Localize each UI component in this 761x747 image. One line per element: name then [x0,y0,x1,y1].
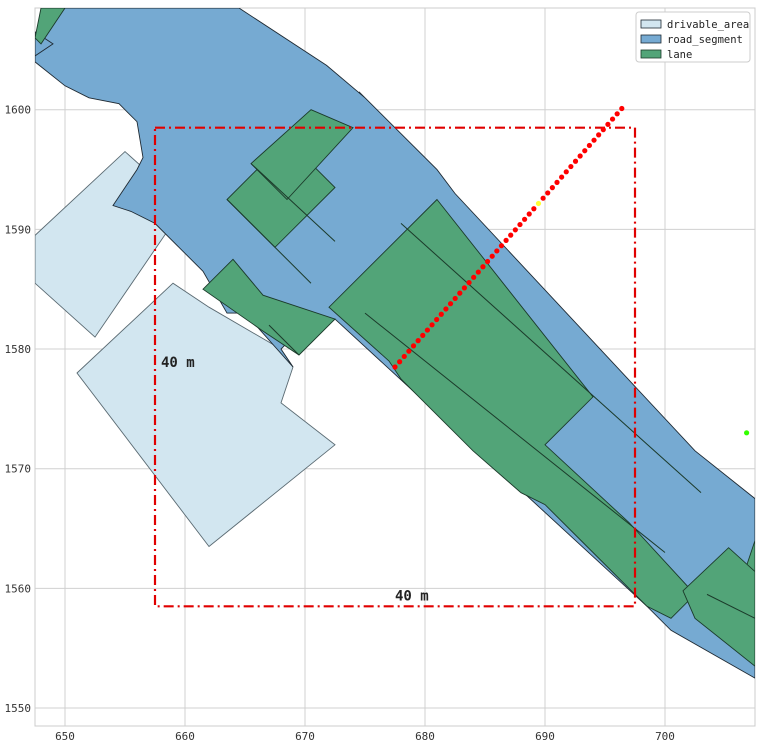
axis-ticks: 650 660 670 680 690 700 1550 1560 1570 1580 1590 16… [5,104,675,743]
trajectory-point [526,211,532,217]
trajectory-point [420,332,426,338]
trajectory-point [401,353,407,360]
trajectory-point [535,200,542,207]
legend-label: road_segment [667,34,743,46]
trajectory-point [614,111,620,117]
x-tick-label: 680 [415,730,435,743]
trajectory-point [545,190,551,196]
x-tick-label: 660 [175,730,195,743]
trajectory-point [563,169,569,175]
trajectory-point [522,216,528,222]
trajectory-point [429,322,435,328]
trajectory-point [406,348,412,354]
trajectory-point [438,311,444,317]
lane-polygon [250,109,354,201]
y-tick-label: 1580 [5,343,32,356]
lane-divider [268,324,300,356]
distance-box [153,126,637,608]
trajectory-point [443,306,449,312]
box-height-label: 40 m [161,355,195,371]
trajectory-point [591,137,597,143]
legend-box [635,11,751,63]
trajectory-point [572,158,579,164]
lane-divider [706,593,755,619]
trajectory-point [517,221,523,228]
lane-polygon [682,547,755,667]
trajectory-point [494,248,500,254]
trajectory-point [452,295,458,302]
trajectory-point [577,153,583,159]
trajectory-point [480,264,486,270]
y-tick-label: 1550 [5,702,32,715]
trajectory-point [484,258,491,265]
trajectory-point [503,237,509,243]
trajectory-point [434,316,440,323]
x-tick-label: 670 [295,730,315,743]
trajectory-point [508,232,514,238]
trajectory-point [512,227,518,233]
x-tick-label: 650 [55,730,75,743]
trajectory-point [415,338,421,344]
legend-label: lane [667,49,692,61]
distance-box-outline [153,126,637,608]
trajectory-point [605,121,611,127]
legend-swatch [640,34,662,44]
x-tick-label: 700 [655,730,675,743]
trajectory-point [397,359,403,365]
trajectory-point [457,290,463,296]
trajectory-point [568,163,574,170]
box-width-label: 40 m [395,588,429,604]
y-tick-label: 1570 [5,463,32,476]
y-tick-label: 1590 [5,223,32,236]
trajectory-point [609,116,616,122]
lane-divider [226,199,312,284]
trajectory-point [475,269,481,275]
trajectory-point [392,364,398,370]
trajectory-point [619,105,625,112]
lane-layer [35,8,755,667]
lane-divider [250,163,336,242]
trajectory-point [424,327,430,333]
lane-divider [364,312,666,553]
trajectory [392,105,750,436]
trajectory-point [461,285,468,291]
trajectory-point [540,195,546,201]
legend-swatch [640,49,662,59]
legend-swatch [640,19,662,29]
x-tick-label: 690 [535,730,555,743]
trajectory-point [586,142,593,149]
y-tick-label: 1560 [5,582,32,595]
trajectory-point [549,185,555,191]
trajectory-point [559,174,565,180]
y-tick-label: 1600 [5,104,32,117]
trajectory-point [471,274,477,280]
trajectory-point [531,206,537,212]
lane-divider-layer [226,163,755,619]
trajectory-point [582,148,588,154]
lane-polygon [35,8,66,45]
trajectory-point [489,253,495,259]
agent-point [744,430,750,436]
legend-label: drivable_area [667,19,749,31]
trajectory-point [596,132,602,138]
trajectory-point [498,243,505,249]
lane-divider [400,223,702,494]
trajectory-point [600,127,606,133]
trajectory-point [466,279,472,286]
trajectory-point [447,301,454,307]
trajectory-point [410,343,417,349]
trajectory-point [554,179,560,185]
